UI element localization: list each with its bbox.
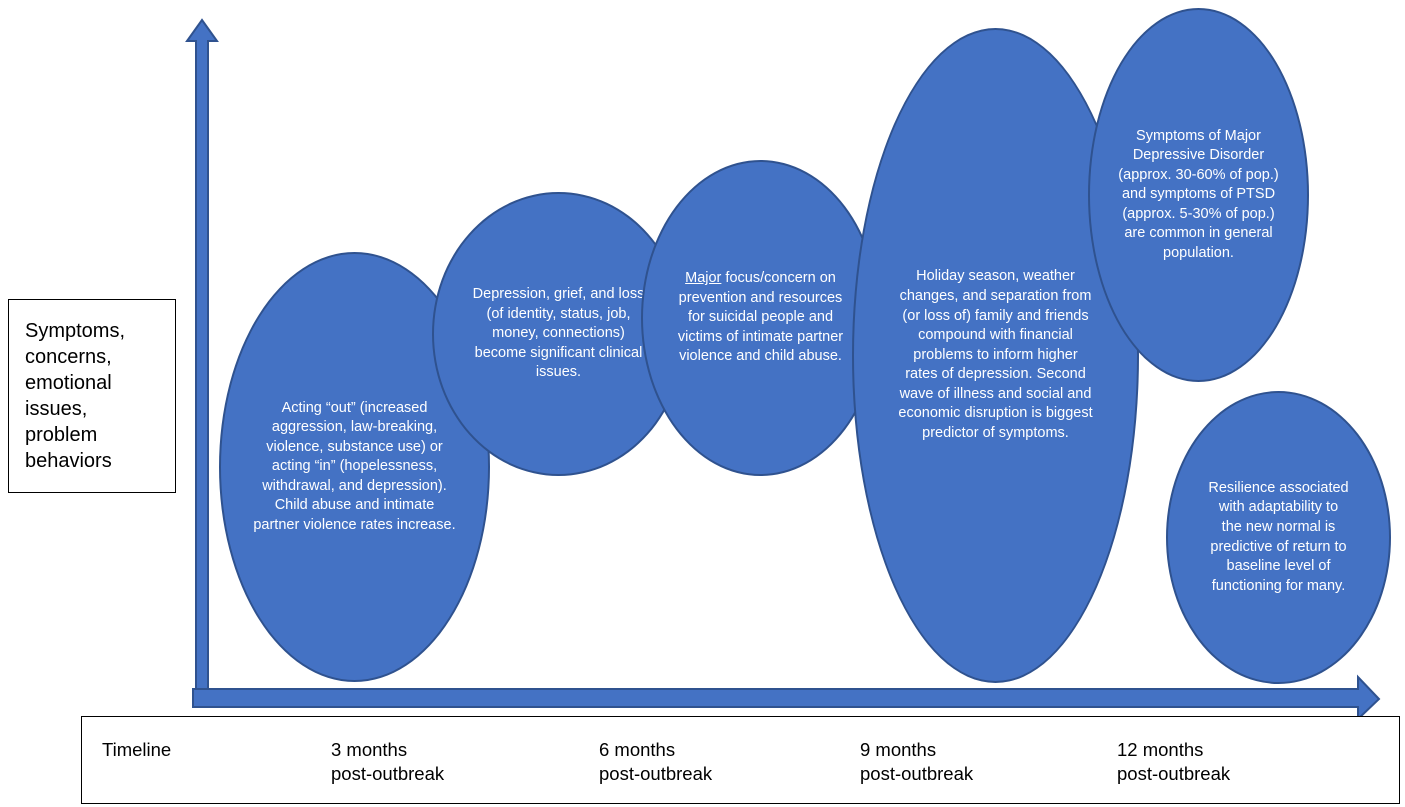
phase-1-text: Acting “out” (increased aggression, law-… — [253, 399, 456, 533]
horizontal-axis-arrow — [192, 674, 1381, 722]
y-axis-label-box: Symptoms, concerns, emotional issues, pr… — [8, 299, 176, 493]
timeline-mark-9-months: 9 months post-outbreak — [860, 739, 974, 785]
phase-bubble-acting-out: Acting “out” (increased aggression, law-… — [219, 252, 490, 682]
timeline-box: Timeline 3 months post-outbreak 6 months… — [81, 716, 1400, 804]
phase-6-text: Resilience associated with adaptability … — [1208, 479, 1349, 594]
phase-bubble-major-depressive-disorder: Symptoms of Major Depressive Disorder (a… — [1088, 8, 1309, 382]
phase-bubble-major-focus: Major focus/concern on prevention and re… — [641, 160, 880, 476]
y-axis-label: Symptoms, concerns, emotional issues, pr… — [25, 320, 126, 472]
vertical-axis-arrow — [185, 18, 219, 695]
timeline-mark-6-months: 6 months post-outbreak — [599, 739, 713, 785]
timeline-mark-12-months: 12 months post-outbreak — [1117, 739, 1231, 785]
phase-3-text: focus/concern on prevention and resource… — [677, 270, 844, 365]
phase-3-emphasis: Major — [685, 270, 722, 287]
phase-2-text: Depression, grief, and loss (of identity… — [472, 286, 645, 381]
phase-bubble-holiday-season: Holiday season, weather changes, and sep… — [852, 28, 1139, 683]
timeline-title: Timeline — [102, 739, 172, 760]
phase-4-text: Holiday season, weather changes, and sep… — [898, 268, 1093, 441]
phase-5-text: Symptoms of Major Depressive Disorder (a… — [1118, 127, 1279, 261]
timeline-mark-3-months: 3 months post-outbreak — [331, 739, 445, 785]
phase-bubble-resilience: Resilience associated with adaptability … — [1166, 391, 1391, 684]
